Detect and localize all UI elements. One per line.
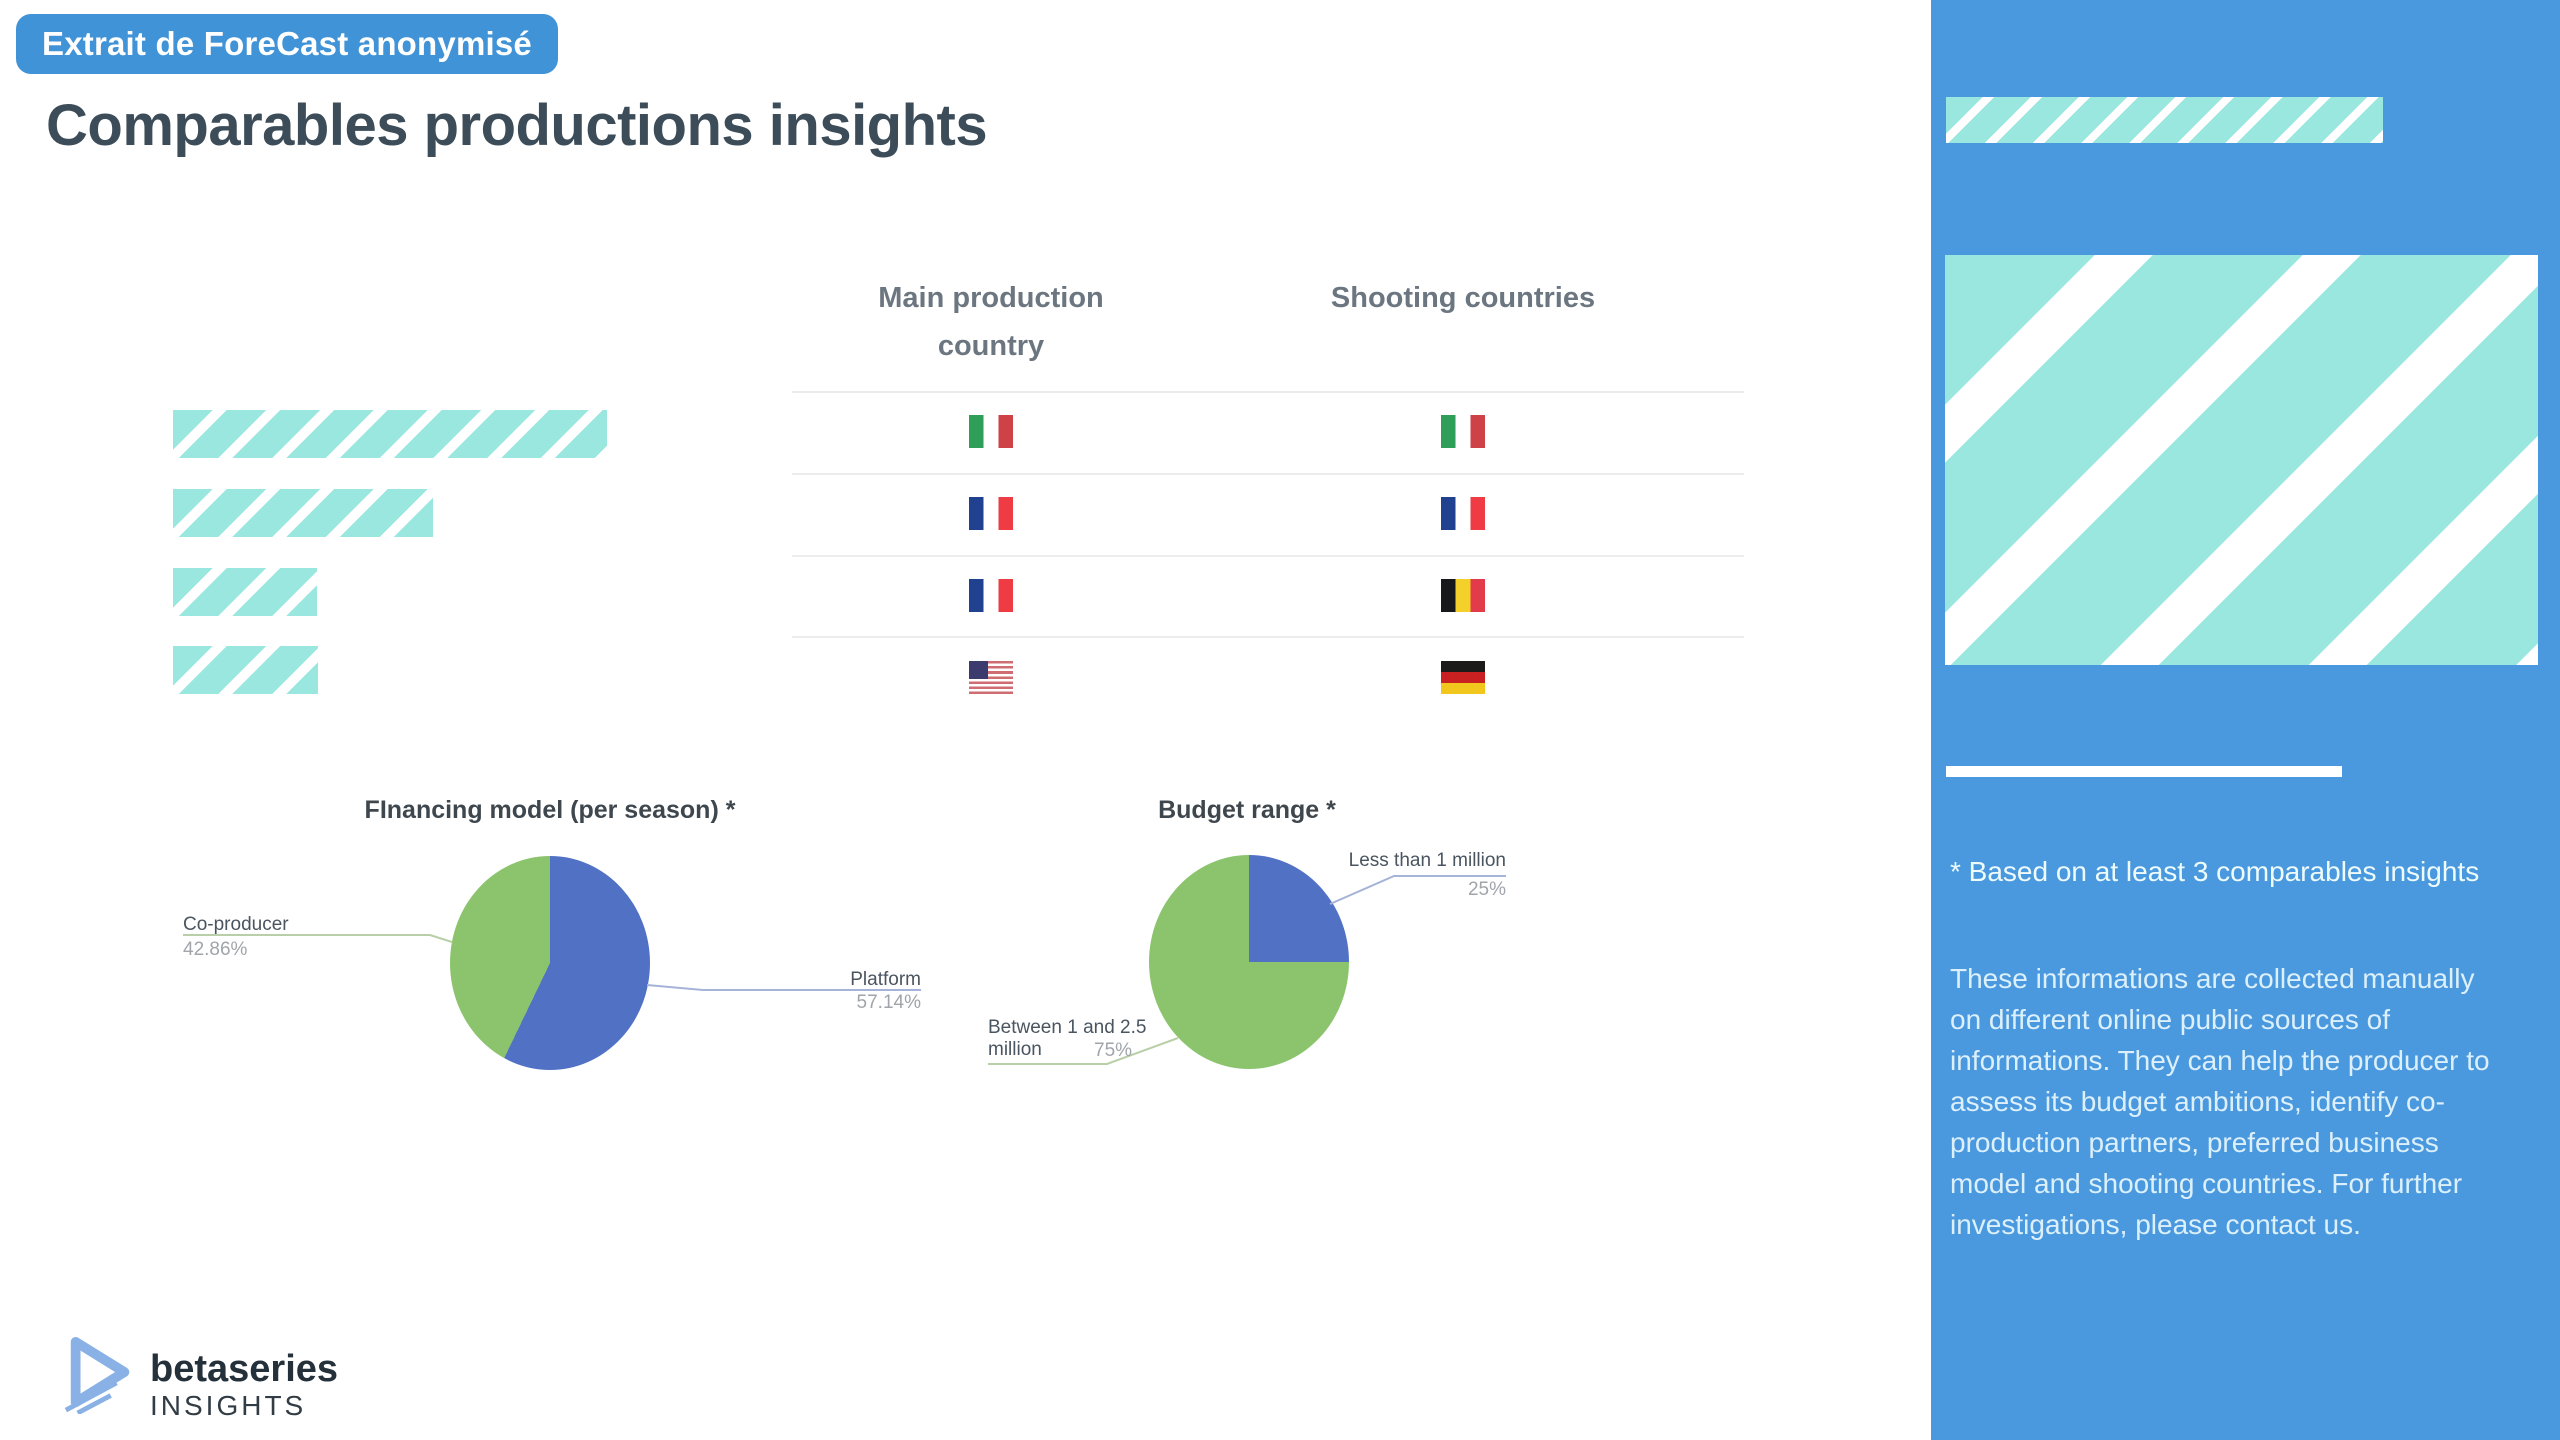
redacted-production-name [173,646,318,694]
main-country-flag-icon [969,661,1013,694]
betaseries-play-triangle-icon [64,1336,130,1414]
redacted-sidebar-bar [1946,97,2383,143]
anonymized-extract-badge: Extrait de ForeCast anonymisé [16,14,558,74]
row-separator [792,473,1744,475]
logo-wordmark: betaseries INSIGHTS [150,1350,338,1422]
slice-label-between-1-and-2-5-million: Between 1 and 2.5 million [988,1017,1147,1060]
budget-range-pie [1149,855,1349,1069]
budget-range-chart-title: Budget range * [1158,796,1336,824]
sidebar-divider [1946,766,2342,777]
betaseries-insights-logo: betaseries INSIGHTS [62,1336,338,1422]
comparables-footnote: * Based on at least 3 comparables insigh… [1950,856,2480,887]
shooting-country-flag-icon [1441,497,1485,530]
right-sidebar: * Based on at least 3 comparables insigh… [1931,0,2560,1440]
redacted-sidebar-image [1945,255,2538,665]
shooting-country-flag-icon [1441,661,1485,694]
main-country-flag-icon [969,579,1013,612]
slice-percent-co-producer: 42.86% [183,939,248,960]
financing-model-chart-title: FInancing model (per season) * [364,796,736,824]
main-country-flag-icon [969,415,1013,448]
slice-label-co-producer: Co-producer [183,914,289,935]
slice-percent-between-1-and-2-5-million: 75% [1094,1040,1133,1061]
financing-model-pie [450,856,650,1070]
main-country-flag-icon [969,497,1013,530]
logo-product-text: INSIGHTS [150,1390,307,1421]
row-separator [792,555,1744,557]
redacted-production-name [173,410,607,458]
page-title: Comparables productions insights [46,93,988,158]
shooting-country-flag-icon [1441,579,1485,612]
slice-label-less-than-1-million: Less than 1 million [1348,850,1506,871]
shooting-country-flag-icon [1441,415,1485,448]
slice-percent-platform: 57.14% [856,992,921,1013]
redacted-production-name [173,568,317,616]
slice-percent-less-than-1-million: 25% [1467,879,1506,900]
redacted-production-name [173,489,433,537]
column-header-main-production-country: Main production country [878,282,1104,362]
methodology-description: These informations are collected manuall… [1950,963,2490,1240]
column-header-shooting-countries: Shooting countries [1330,282,1596,314]
row-separator [792,391,1744,393]
row-separator [792,636,1744,638]
logo-brand-text: betaseries [150,1348,339,1390]
slice-label-platform: Platform [850,969,921,990]
